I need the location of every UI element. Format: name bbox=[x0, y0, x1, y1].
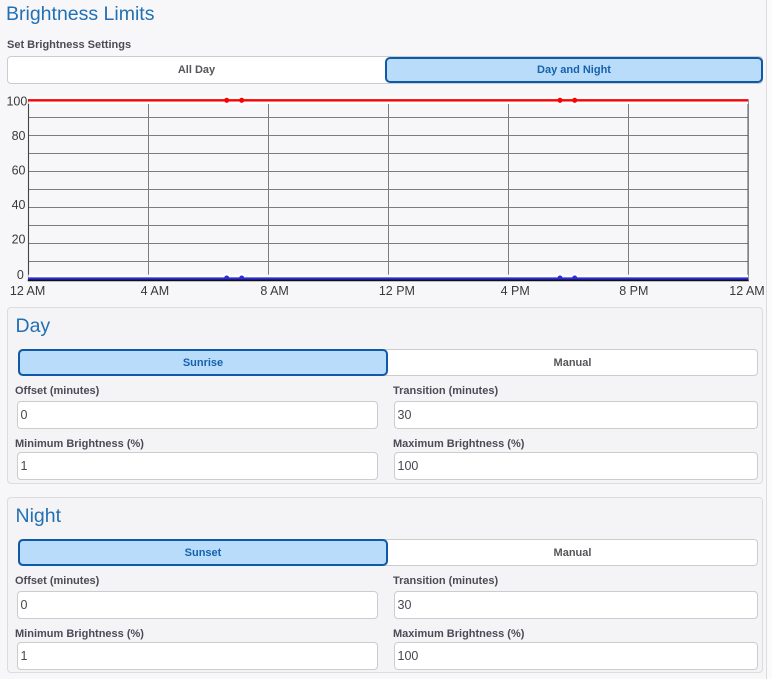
svg-text:8 PM: 8 PM bbox=[619, 284, 648, 298]
svg-text:8 AM: 8 AM bbox=[260, 284, 289, 298]
svg-text:12 AM: 12 AM bbox=[729, 284, 764, 298]
svg-text:100: 100 bbox=[6, 95, 27, 109]
svg-text:12 AM: 12 AM bbox=[10, 284, 45, 298]
svg-text:40: 40 bbox=[12, 198, 26, 212]
svg-text:12 PM: 12 PM bbox=[379, 284, 415, 298]
svg-text:60: 60 bbox=[12, 163, 26, 177]
svg-text:0: 0 bbox=[17, 268, 24, 282]
svg-text:4 PM: 4 PM bbox=[501, 284, 530, 298]
svg-text:80: 80 bbox=[12, 129, 26, 143]
svg-text:4 AM: 4 AM bbox=[141, 284, 170, 298]
svg-text:20: 20 bbox=[12, 232, 26, 246]
